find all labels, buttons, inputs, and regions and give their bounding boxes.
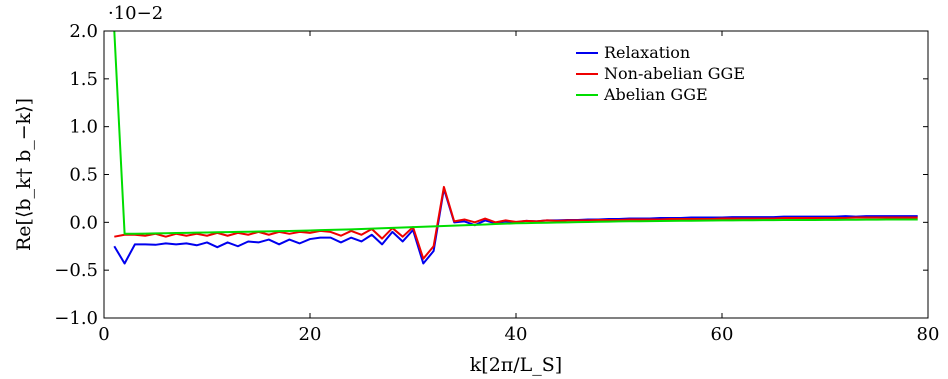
- y-tick-label: 1.5: [69, 69, 98, 90]
- legend-label: Abelian GGE: [603, 85, 708, 104]
- x-tick-label: 20: [299, 324, 322, 345]
- y-tick-label: −1.0: [54, 308, 98, 329]
- y-scale-note: ·10−2: [108, 3, 163, 24]
- series-line-relaxation: [113, 187, 918, 265]
- legend: Relaxation Non-abelian GGE Abelian GGE: [576, 43, 745, 104]
- y-tick-label: 1.0: [69, 117, 98, 138]
- y-tick-label: 0.0: [69, 212, 98, 233]
- legend-label: Non-abelian GGE: [604, 64, 745, 83]
- y-tick-label: 2.0: [69, 21, 98, 42]
- legend-label: Relaxation: [604, 43, 690, 62]
- y-tick-label: 0.5: [69, 165, 98, 186]
- series-line-non-abelian-gge: [114, 185, 918, 260]
- x-tick-label: 60: [711, 324, 734, 345]
- series-line-abelian-gge: [113, 31, 918, 235]
- plot-frame: [103, 30, 929, 319]
- y-axis-title: Re[⟨b_k† b_−k⟩]: [13, 98, 35, 251]
- x-tick-label: 80: [917, 324, 940, 345]
- y-tick-label: −0.5: [54, 260, 98, 281]
- x-tick-label: 40: [505, 324, 528, 345]
- x-axis-title: k[2π/L_S]: [470, 354, 562, 376]
- x-tick-label: 0: [98, 324, 109, 345]
